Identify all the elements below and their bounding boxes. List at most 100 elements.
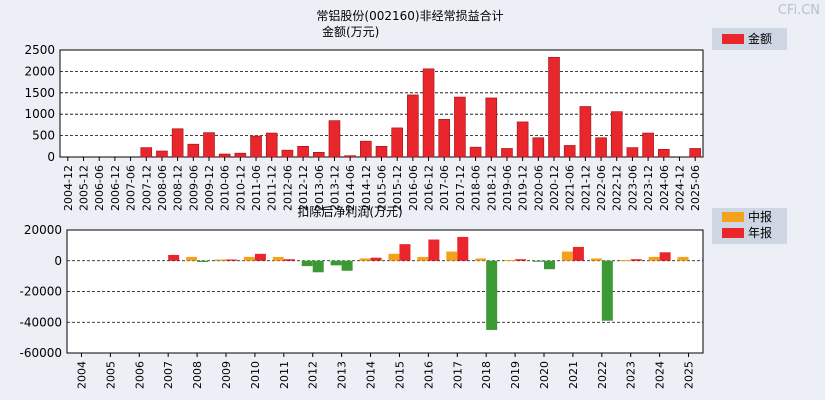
chart1-xtick-label: 2009-12 <box>203 165 216 211</box>
chart1-xtick-label: 2020-06 <box>532 165 545 211</box>
chart2-bar-interim-2025 <box>677 256 689 261</box>
legend-swatch-annual <box>722 228 744 238</box>
chart1-xtick-label: 2013-12 <box>328 165 341 211</box>
chart1-xtick-label: 2006-06 <box>93 165 106 211</box>
chart2-bar-interim-2017 <box>446 251 458 261</box>
chart2-bar-annual-2009 <box>226 259 237 261</box>
chart1-xtick-label: 2018-06 <box>470 165 483 211</box>
chart1-bar-2011-12 <box>265 132 278 158</box>
chart2-bar-annual-2012 <box>312 260 324 273</box>
chart1-bar-2021-12 <box>579 106 592 158</box>
chart1-bar-2016-06 <box>407 94 419 158</box>
chart2-xtick-label: 2014 <box>365 361 378 389</box>
chart1-ytick-label: 2500 <box>24 43 55 57</box>
chart1-xtick-label: 2021-12 <box>579 165 592 211</box>
chart2-bar-interim-2013 <box>330 260 342 266</box>
chart2-xtick-label: 2006 <box>133 361 146 389</box>
chart1-bar-2010-12 <box>234 152 247 158</box>
chart2-xtick-label: 2012 <box>307 361 320 389</box>
chart1-bar-2018-06 <box>469 146 482 158</box>
chart2-xtick-label: 2017 <box>451 361 464 389</box>
chart1-xtick-label: 2022-06 <box>595 165 608 211</box>
legend-swatch-interim <box>722 212 744 222</box>
chart1-bar-2014-06 <box>344 155 356 158</box>
chart2-ytick-label: -40000 <box>19 315 62 329</box>
chart1-bar-2022-06 <box>595 137 607 158</box>
chart1-xtick-label: 2023-06 <box>626 165 639 211</box>
chart1-title: 常铝股份(002160)非经常损益合计 <box>316 8 503 23</box>
chart1-xtick-label: 2007-12 <box>140 165 153 211</box>
chart2-bar-interim-2010 <box>243 256 255 261</box>
chart1-bar-2013-06 <box>312 151 325 158</box>
chart1-xtick-label: 2010-12 <box>234 165 247 211</box>
chart1-xtick-label: 2024-12 <box>673 165 686 211</box>
chart2-bar-annual-2007 <box>168 254 180 261</box>
chart2-bar-interim-2015 <box>388 253 400 261</box>
chart1-bar-2016-12 <box>422 68 435 158</box>
chart1-ytick-label: 0 <box>47 150 55 164</box>
chart1-ytick-label: 2000 <box>24 64 55 78</box>
chart2-xtick-label: 2010 <box>249 361 262 389</box>
chart1-xtick-label: 2014-12 <box>360 165 373 211</box>
chart2-xtick-label: 2018 <box>480 361 493 389</box>
chart1-xtick-label: 2016-06 <box>407 165 420 211</box>
chart2-xtick-label: 2019 <box>509 361 522 389</box>
chart1-legend: 金额 <box>712 28 787 50</box>
chart1-bar-2012-12 <box>297 146 309 158</box>
chart2-bar-annual-2016 <box>428 239 440 261</box>
chart1-legend-box <box>712 28 787 50</box>
chart2-title: 扣除后净利润(万元) <box>297 204 402 219</box>
chart2-bar-annual-2019 <box>515 259 527 261</box>
chart1-xtick-label: 2004-12 <box>62 165 75 211</box>
chart1-xtick-label: 2017-12 <box>454 165 467 211</box>
chart1-ytick-label: 1000 <box>24 107 55 121</box>
chart2-xtick-label: 2016 <box>422 361 435 389</box>
chart1-xtick-label: 2010-06 <box>219 165 232 211</box>
chart1-xtick-label: 2013-06 <box>313 165 326 211</box>
chart1-xtick-label: 2022-12 <box>611 165 624 211</box>
legend-swatch-amount <box>722 34 744 44</box>
chart2-ytick-label: -20000 <box>19 285 62 299</box>
chart2-xtick-label: 2015 <box>393 361 406 389</box>
chart1-ytick-label: 1500 <box>24 86 55 100</box>
chart2-bar-annual-2010 <box>254 253 266 261</box>
chart2-ytick-label: 0 <box>54 254 62 268</box>
chart1-xtick-label: 2023-12 <box>642 165 655 211</box>
chart1-xtick-label: 2006-12 <box>109 165 122 211</box>
chart1-xtick-label: 2018-12 <box>485 165 498 211</box>
chart2-bar-annual-2022 <box>601 260 613 321</box>
chart1-bar-2009-06 <box>187 143 200 158</box>
chart1-bar-2013-12 <box>328 120 341 158</box>
chart1-bar-2008-06 <box>156 150 168 158</box>
chart2-bar-interim-2011 <box>272 256 284 261</box>
chart2-xtick-label: 2011 <box>278 361 291 389</box>
chart2-bar-annual-2018 <box>486 260 498 330</box>
chart1-ytick-label: 500 <box>32 129 55 143</box>
chart1-xtick-label: 2025-06 <box>689 165 702 211</box>
chart1-bar-2019-12 <box>516 121 529 158</box>
chart1-bar-2015-06 <box>375 146 388 158</box>
chart1-bar-2025-06 <box>689 148 701 158</box>
legend-label-amount: 金额 <box>748 31 772 46</box>
chart2-bar-interim-2014 <box>359 258 371 261</box>
chart2-xtick-label: 2005 <box>104 361 117 389</box>
chart1-xtick-label: 2015-06 <box>376 165 389 211</box>
chart1-bar-2010-06 <box>218 153 231 158</box>
chart1-xtick-label: 2019-06 <box>501 165 514 211</box>
chart2-legend: 中报 年报 <box>712 208 787 244</box>
chart1-xtick-label: 2017-06 <box>438 165 451 211</box>
chart1-bar-2007-12 <box>140 147 153 158</box>
chart2-xtick-label: 2022 <box>596 361 609 389</box>
legend-label-interim: 中报 <box>748 209 772 224</box>
chart1-bar-2011-06 <box>250 135 262 158</box>
chart2-xtick-label: 2013 <box>336 361 349 389</box>
chart2-ytick-label: -60000 <box>19 346 62 360</box>
chart2-bar-annual-2013 <box>341 260 353 271</box>
chart1-xtick-label: 2021-06 <box>564 165 577 211</box>
chart1-xtick-label: 2009-06 <box>187 165 200 211</box>
chart1-bar-2008-12 <box>171 128 184 158</box>
chart2-bar-interim-2019 <box>504 259 516 261</box>
chart1-xtick-label: 2014-06 <box>344 165 357 211</box>
chart2-xtick-label: 2008 <box>191 361 204 389</box>
